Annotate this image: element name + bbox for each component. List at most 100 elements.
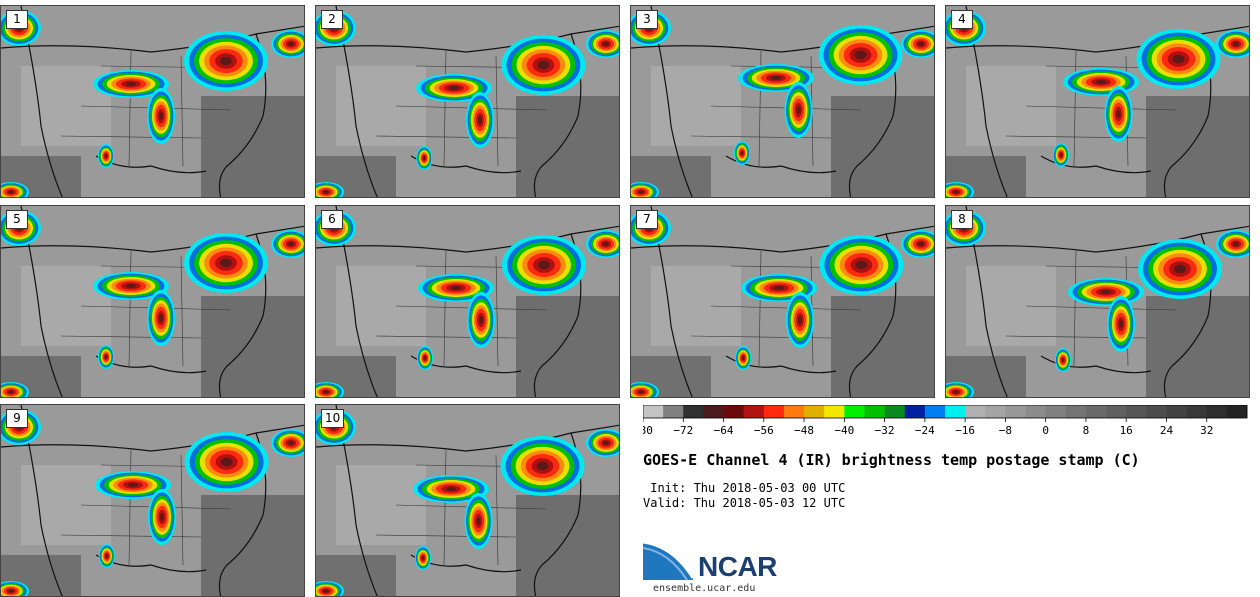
storm-cluster-northeast — [1136, 29, 1221, 89]
storm-cell-texas — [98, 544, 115, 568]
ir-map — [946, 6, 1249, 197]
cloud-maine — [271, 230, 304, 258]
colorbar-tick-label: −32 — [875, 424, 895, 437]
storm-band-plains — [1068, 278, 1144, 306]
colorbar-swatch — [1085, 405, 1107, 418]
ir-map — [316, 206, 619, 397]
panel-number-label: 1 — [6, 10, 28, 29]
storm-cluster-northeast — [184, 233, 268, 293]
colorbar-swatch — [1025, 405, 1046, 418]
storm-line-south — [466, 92, 494, 148]
colorbar-tick-label: −72 — [673, 424, 693, 437]
ncar-logo-text: NCAR — [698, 551, 777, 582]
postage-stamp-panel: 7 — [630, 205, 935, 398]
figure-title: GOES-E Channel 4 (IR) brightness temp po… — [643, 451, 1140, 469]
storm-line-south — [1107, 296, 1135, 352]
colorbar-swatch — [723, 405, 744, 418]
storm-cell-texas — [1053, 143, 1069, 167]
colorbar-swatch — [884, 405, 906, 418]
ir-map — [316, 6, 619, 197]
storm-line-south — [1104, 86, 1133, 142]
storm-cluster-northeast — [819, 235, 904, 295]
site-url: ensemble.ucar.edu — [653, 583, 756, 594]
colorbar-swatch — [945, 405, 966, 418]
cloud-maine — [901, 230, 934, 258]
storm-cell-texas — [415, 546, 431, 570]
panel-number-label: 9 — [6, 409, 28, 428]
cloud-pacific — [1, 581, 29, 596]
storm-band-plains — [93, 272, 169, 300]
cloud-pacific — [946, 182, 974, 197]
cloud-pacific — [316, 382, 344, 397]
colorbar-tick-label: 24 — [1160, 424, 1174, 437]
cloud-maine — [271, 429, 304, 457]
colorbar-swatch — [1065, 405, 1087, 418]
init-time: Init: Thu 2018-05-03 00 UTC — [643, 481, 846, 495]
cloud-pacific — [1, 382, 29, 397]
postage-stamp-panel: 3 — [630, 5, 935, 198]
postage-stamp-panel: 9 — [0, 404, 305, 597]
valid-time: Valid: Thu 2018-05-03 12 UTC — [643, 496, 846, 510]
panel-number-label: 5 — [6, 210, 28, 229]
storm-band-plains — [418, 274, 494, 302]
colorbar-swatch — [1166, 405, 1187, 418]
colorbar-tick-label: 0 — [1042, 424, 1049, 437]
cloud-pacific — [1, 182, 29, 197]
storm-band-plains — [93, 70, 169, 98]
storm-cell-texas — [98, 144, 114, 168]
storm-cell-texas — [734, 141, 750, 165]
colorbar-tick-label: −24 — [915, 424, 935, 437]
colorbar-tick-label: −48 — [794, 424, 814, 437]
colorbar-swatch — [904, 405, 926, 418]
postage-stamp-panel: 8 — [945, 205, 1250, 398]
storm-cluster-northeast — [1138, 239, 1222, 299]
colorbar-tick-label: 8 — [1083, 424, 1090, 437]
cloud-maine — [586, 30, 619, 58]
storm-line-south — [786, 292, 814, 348]
postage-stamp-panel: 5 — [0, 205, 305, 398]
colorbar-tick-label: 32 — [1200, 424, 1213, 437]
storm-line-south — [147, 88, 175, 144]
colorbar-swatch — [1206, 405, 1228, 418]
storm-line-south — [467, 292, 495, 348]
colorbar-swatch — [1226, 405, 1248, 418]
ncar-logo-icon — [643, 540, 695, 581]
panel-number-label: 6 — [321, 210, 343, 229]
storm-cluster-northeast — [184, 432, 269, 492]
postage-stamp-panel: 1 — [0, 5, 305, 198]
colorbar-swatch — [1126, 405, 1147, 418]
cloud-maine — [271, 30, 304, 58]
postage-stamp-panel: 4 — [945, 5, 1250, 198]
panel-number-label: 10 — [321, 409, 345, 428]
cloud-maine — [1216, 230, 1249, 258]
colorbar-swatch — [663, 405, 684, 418]
colorbar-tick-label: −16 — [955, 424, 975, 437]
storm-cluster-northeast — [818, 25, 903, 85]
cloud-maine — [901, 30, 934, 58]
panel-number-label: 2 — [321, 10, 343, 29]
ir-map — [946, 206, 1249, 397]
cloud-pacific — [316, 581, 344, 596]
ir-map — [1, 405, 304, 596]
colorbar-swatch — [1146, 405, 1167, 418]
colorbar-swatch — [643, 405, 664, 418]
cloud-pacific — [631, 182, 659, 197]
colorbar-tick-label: 16 — [1120, 424, 1133, 437]
storm-band-plains — [1063, 68, 1139, 96]
colorbar-tick-label: −8 — [999, 424, 1012, 437]
colorbar-swatch — [844, 405, 865, 418]
colorbar-swatch — [703, 405, 724, 418]
panel-number-label: 3 — [636, 10, 658, 29]
cloud-pacific — [631, 382, 659, 397]
storm-cell-texas — [1055, 348, 1071, 372]
storm-line-south — [464, 493, 493, 549]
storm-cluster-northeast — [501, 35, 586, 95]
storm-band-plains — [738, 64, 814, 92]
postage-stamp-panel: 2 — [315, 5, 620, 198]
storm-cell-texas — [735, 346, 752, 370]
colorbar-swatch — [1106, 405, 1127, 418]
storm-cell-texas — [417, 346, 433, 370]
ir-map — [631, 6, 934, 197]
postage-stamp-panel: 10 — [315, 404, 620, 597]
